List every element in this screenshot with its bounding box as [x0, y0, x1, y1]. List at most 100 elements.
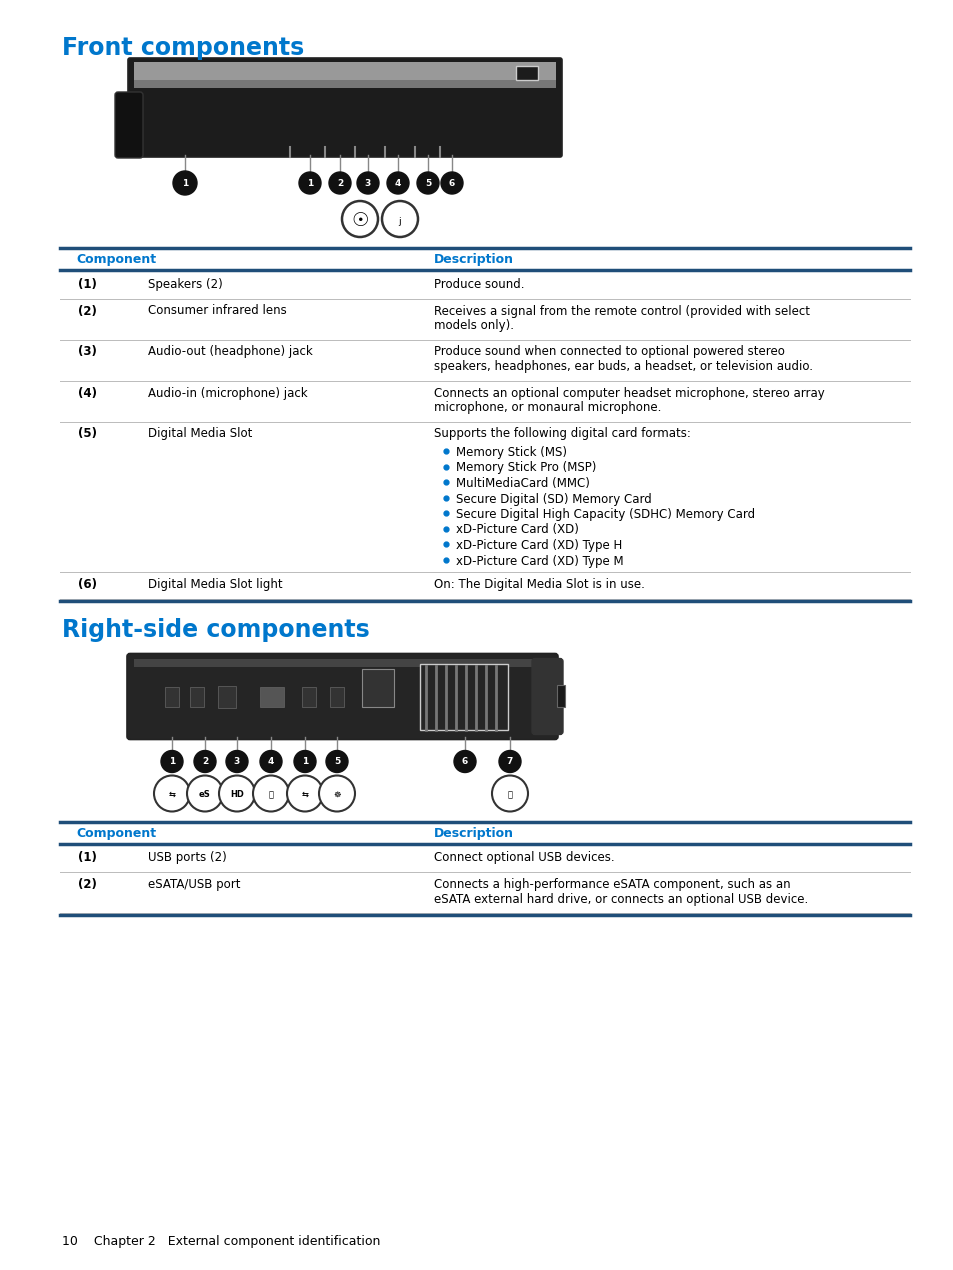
Text: (3): (3) — [78, 345, 97, 358]
Text: (2): (2) — [78, 878, 97, 892]
Text: (4): (4) — [78, 386, 97, 400]
Bar — [133, 659, 551, 667]
Text: Produce sound.: Produce sound. — [434, 278, 524, 291]
Text: (6): (6) — [78, 578, 97, 591]
Circle shape — [161, 751, 183, 772]
FancyBboxPatch shape — [115, 91, 143, 157]
Text: 2: 2 — [336, 179, 343, 188]
Text: Consumer infrared lens: Consumer infrared lens — [148, 305, 286, 318]
Text: Audio-in (microphone) jack: Audio-in (microphone) jack — [148, 386, 307, 400]
Text: Connect optional USB devices.: Connect optional USB devices. — [434, 851, 614, 865]
Bar — [557, 685, 564, 706]
Text: Front components: Front components — [62, 36, 304, 60]
Circle shape — [416, 171, 438, 194]
Text: 10    Chapter 2   External component identification: 10 Chapter 2 External component identifi… — [62, 1234, 380, 1248]
Text: 4: 4 — [268, 757, 274, 767]
Circle shape — [219, 776, 254, 812]
Text: Receives a signal from the remote control (provided with select: Receives a signal from the remote contro… — [434, 305, 809, 318]
Text: eSATA/USB port: eSATA/USB port — [148, 878, 240, 892]
Circle shape — [193, 751, 215, 772]
Circle shape — [294, 751, 315, 772]
Text: Memory Stick Pro (MSP): Memory Stick Pro (MSP) — [456, 461, 596, 475]
Text: 6: 6 — [461, 757, 468, 767]
Circle shape — [260, 751, 282, 772]
Text: 3: 3 — [233, 757, 240, 767]
Text: Connects a high-performance eSATA component, such as an: Connects a high-performance eSATA compon… — [434, 878, 790, 892]
Bar — [302, 687, 315, 706]
Text: HD: HD — [230, 790, 244, 799]
Text: (1): (1) — [78, 278, 97, 291]
Circle shape — [153, 776, 190, 812]
Circle shape — [326, 751, 348, 772]
Text: ⇆: ⇆ — [301, 790, 308, 799]
Text: 1: 1 — [301, 757, 308, 767]
Text: 4: 4 — [395, 179, 401, 188]
Circle shape — [298, 171, 320, 194]
Text: models only).: models only). — [434, 319, 514, 331]
Text: Connects an optional computer headset microphone, stereo array: Connects an optional computer headset mi… — [434, 386, 824, 400]
Text: 1: 1 — [307, 179, 313, 188]
Text: (2): (2) — [78, 305, 97, 318]
Circle shape — [454, 751, 476, 772]
Text: USB ports (2): USB ports (2) — [148, 851, 227, 865]
Text: 7: 7 — [506, 757, 513, 767]
Text: Digital Media Slot: Digital Media Slot — [148, 428, 252, 441]
Text: ⇆: ⇆ — [169, 790, 175, 799]
Bar — [419, 663, 507, 729]
Text: 6: 6 — [449, 179, 455, 188]
Circle shape — [492, 776, 527, 812]
Text: (5): (5) — [78, 428, 97, 441]
Bar — [516, 66, 537, 80]
Text: (1): (1) — [78, 851, 97, 865]
Text: xD-Picture Card (XD) Type M: xD-Picture Card (XD) Type M — [456, 555, 623, 568]
Text: ☸: ☸ — [333, 790, 340, 799]
Circle shape — [172, 171, 196, 196]
Text: Memory Stick (MS): Memory Stick (MS) — [456, 446, 566, 458]
Bar — [361, 668, 394, 706]
Text: Description: Description — [434, 253, 514, 265]
Circle shape — [341, 201, 377, 237]
Text: Secure Digital (SD) Memory Card: Secure Digital (SD) Memory Card — [456, 493, 651, 505]
Text: 1: 1 — [169, 757, 175, 767]
Circle shape — [253, 776, 289, 812]
Text: Digital Media Slot light: Digital Media Slot light — [148, 578, 282, 591]
Text: Component: Component — [76, 253, 156, 265]
Circle shape — [498, 751, 520, 772]
Text: Supports the following digital card formats:: Supports the following digital card form… — [434, 428, 690, 441]
FancyBboxPatch shape — [128, 58, 561, 157]
Text: 3: 3 — [364, 179, 371, 188]
Circle shape — [356, 171, 378, 194]
Bar — [330, 687, 344, 706]
Text: 2: 2 — [202, 757, 208, 767]
Text: Audio-out (headphone) jack: Audio-out (headphone) jack — [148, 345, 313, 358]
FancyBboxPatch shape — [127, 654, 558, 739]
Text: Component: Component — [76, 827, 156, 839]
Bar — [190, 687, 204, 706]
FancyBboxPatch shape — [532, 659, 562, 734]
Bar — [260, 687, 284, 706]
Circle shape — [329, 171, 351, 194]
Circle shape — [187, 776, 223, 812]
Bar — [133, 62, 556, 80]
Bar — [165, 687, 179, 706]
Text: 1: 1 — [182, 179, 188, 188]
Circle shape — [226, 751, 248, 772]
Text: Speakers (2): Speakers (2) — [148, 278, 222, 291]
Circle shape — [387, 171, 409, 194]
Text: 5: 5 — [334, 757, 340, 767]
Text: Description: Description — [434, 827, 514, 839]
Text: ☉: ☉ — [351, 211, 369, 230]
Text: Right-side components: Right-side components — [62, 618, 370, 643]
Bar — [218, 686, 235, 707]
Circle shape — [440, 171, 462, 194]
Text: eS: eS — [199, 790, 211, 799]
Text: 5: 5 — [424, 179, 431, 188]
Text: ⌷: ⌷ — [268, 790, 274, 799]
Text: ⚿: ⚿ — [507, 790, 512, 799]
Text: MultiMediaCard (MMC): MultiMediaCard (MMC) — [456, 478, 589, 490]
Circle shape — [318, 776, 355, 812]
Text: speakers, headphones, ear buds, a headset, or television audio.: speakers, headphones, ear buds, a headse… — [434, 359, 812, 373]
Circle shape — [381, 201, 417, 237]
Text: microphone, or monaural microphone.: microphone, or monaural microphone. — [434, 401, 660, 414]
Text: On: The Digital Media Slot is in use.: On: The Digital Media Slot is in use. — [434, 578, 644, 591]
